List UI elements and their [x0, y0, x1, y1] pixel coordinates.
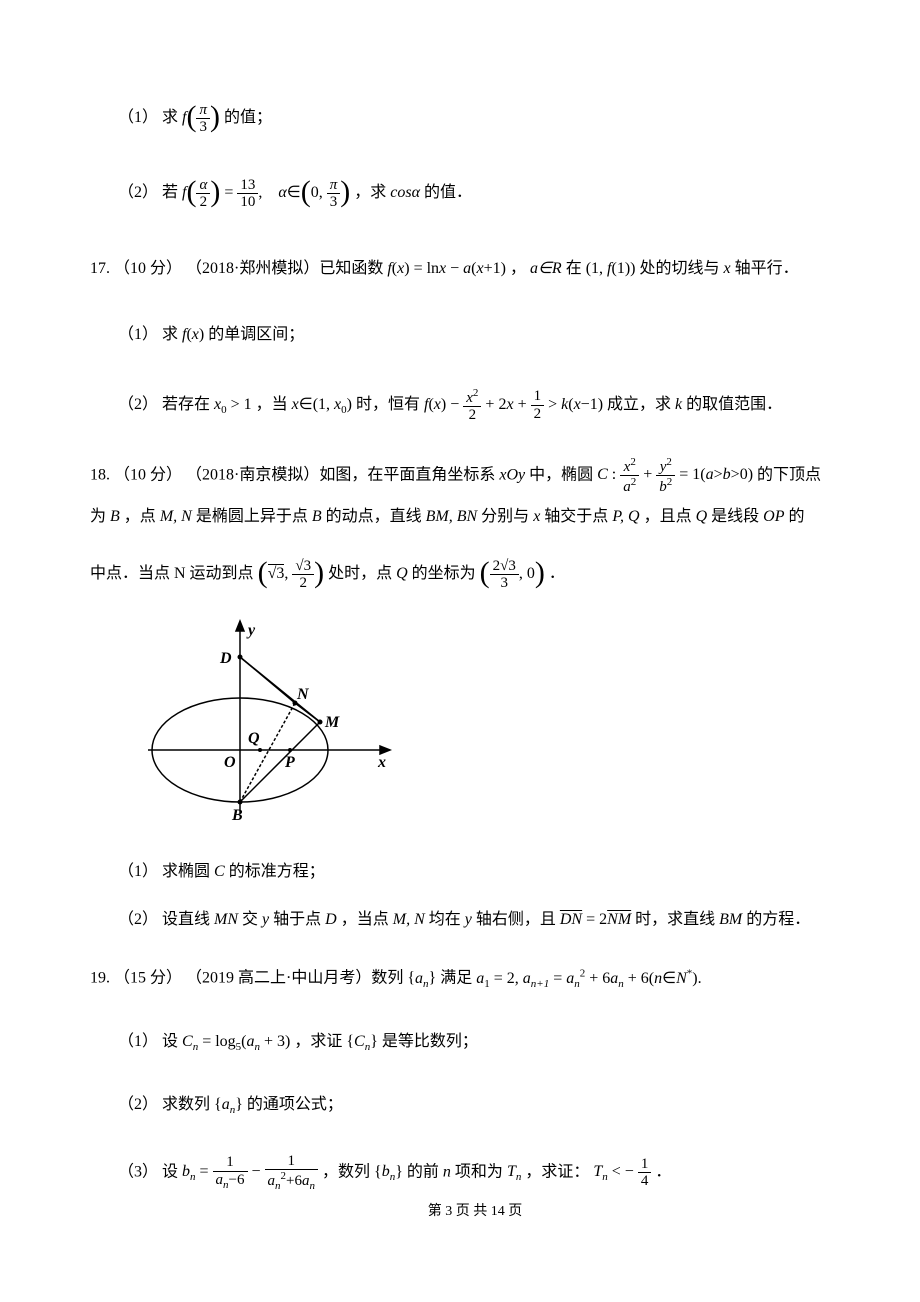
- math-expr: Tn < − 14: [593, 1163, 651, 1180]
- text: ，求证 {Cn} 是等比数列；: [294, 1033, 478, 1050]
- svg-text:P: P: [284, 754, 295, 771]
- text: 的值；: [224, 109, 272, 126]
- math-expr: (2√33, 0): [480, 565, 545, 582]
- math-expr: (√3, √32): [258, 565, 325, 582]
- q18-part2: （2） 设直线 MN 交 y 轴于点 D ，当点 M, N 均在 y 轴右侧，且…: [90, 905, 860, 935]
- math-expr: x0 > 1: [214, 396, 252, 413]
- text: 为 B ，点 M, N 是椭圆上异于点 B 的动点，直线 BM, BN 分别与 …: [90, 508, 805, 525]
- text: ，数列 {bn} 的前 n 项和为 Tn ，求证：: [322, 1163, 589, 1180]
- text: 中，椭圆: [529, 466, 597, 483]
- text: （2） 设直线 MN 交 y 轴于点 D ，当点 M, N 均在 y 轴右侧，且: [118, 911, 560, 928]
- math-expr: f(π3): [182, 109, 220, 126]
- math-expr: x∈(1, x0): [292, 396, 352, 413]
- math-expr: DN = 2NM: [560, 911, 631, 928]
- text: 的下顶点: [757, 466, 821, 483]
- q17-head: 17. （10 分） （2018·郑州模拟）已知函数 f(x) = lnx − …: [90, 254, 860, 284]
- q19-part3: （3） 设 bn = 1an−6 − 1an2+6an ，数列 {bn} 的前 …: [90, 1153, 860, 1193]
- text: ，求 cosα 的值．: [354, 184, 472, 201]
- math-expr: f(x) = lnx − a(x+1): [387, 260, 506, 277]
- q16-part2: （2） 若 f(α2) = 1310, α∈(0, π3) ，求 cosα 的值…: [90, 165, 860, 222]
- q16-part1: （1） 求 f(π3) 的值；: [90, 90, 860, 147]
- text: （1） 求: [118, 109, 182, 126]
- text: （2） 若存在: [118, 396, 214, 413]
- text: （2） 若: [118, 184, 182, 201]
- text: （1） 求 f(x) 的单调区间；: [118, 326, 304, 343]
- q18-part1: （1） 求椭圆 C 的标准方程；: [90, 857, 860, 887]
- text: 19. （15 分） （2019 高二上·中山月考）数列 {an} 满足 a1 …: [90, 970, 702, 987]
- math-expr: α∈(0, π3): [278, 184, 350, 201]
- math-expr: Cn = log5(an + 3): [182, 1033, 290, 1050]
- math-expr: a∈R: [530, 260, 562, 277]
- text: ，: [510, 260, 530, 277]
- math-expr: f(x) − x22 + 2x + 12 > k(x−1): [424, 396, 603, 413]
- text: 时，求直线 BM 的方程．: [635, 911, 810, 928]
- math-expr: C : x2a2 + y2b2 = 1(a>b>0): [597, 466, 753, 483]
- text: 18. （10 分） （2018·南京模拟）如图，在平面直角坐标系: [90, 466, 499, 483]
- text: 17. （10 分） （2018·郑州模拟）已知函数: [90, 260, 387, 277]
- math-expr: f(α2) = 1310,: [182, 184, 262, 201]
- svg-text:O: O: [224, 754, 236, 771]
- ellipse-diagram: y D N M Q O P x B: [140, 615, 860, 836]
- svg-text:Q: Q: [248, 730, 260, 747]
- text: （1） 求椭圆 C 的标准方程；: [118, 863, 325, 880]
- math-expr: (1, f(1)): [586, 260, 636, 277]
- text: （1） 设: [118, 1033, 182, 1050]
- text: （3） 设: [118, 1163, 182, 1180]
- svg-text:D: D: [219, 650, 232, 667]
- svg-text:B: B: [231, 807, 243, 824]
- svg-text:N: N: [296, 686, 310, 703]
- text: 在: [566, 260, 586, 277]
- q17-part1: （1） 求 f(x) 的单调区间；: [90, 320, 860, 350]
- text: [266, 184, 274, 201]
- q19-head: 19. （15 分） （2019 高二上·中山月考）数列 {an} 满足 a1 …: [90, 963, 860, 994]
- text: ．: [549, 565, 565, 582]
- q17-part2: （2） 若存在 x0 > 1 ，当 x∈(1, x0) 时，恒有 f(x) − …: [90, 387, 860, 424]
- svg-text:x: x: [377, 754, 386, 771]
- text: 中点．当点 N 运动到点: [90, 565, 258, 582]
- text: 成立，求 k 的取值范围．: [607, 396, 782, 413]
- text: 时，恒有: [356, 396, 424, 413]
- text: ．: [655, 1163, 671, 1180]
- text: ，当: [256, 396, 292, 413]
- text: （2） 求数列 {an} 的通项公式；: [118, 1096, 343, 1113]
- svg-text:y: y: [246, 622, 256, 639]
- text: 处时，点 Q 的坐标为: [328, 565, 480, 582]
- page-footer: 第 3 页 共 14 页: [90, 1199, 860, 1226]
- q19-part1: （1） 设 Cn = log5(an + 3) ，求证 {Cn} 是等比数列；: [90, 1027, 860, 1058]
- svg-text:M: M: [324, 714, 340, 731]
- math-expr: bn = 1an−6 − 1an2+6an: [182, 1163, 318, 1180]
- text: 处的切线与 x 轴平行．: [639, 260, 798, 277]
- q18-head: 18. （10 分） （2018·南京模拟）如图，在平面直角坐标系 xOy 中，…: [90, 456, 860, 603]
- q19-part2: （2） 求数列 {an} 的通项公式；: [90, 1090, 860, 1121]
- math-expr: xOy: [499, 466, 525, 483]
